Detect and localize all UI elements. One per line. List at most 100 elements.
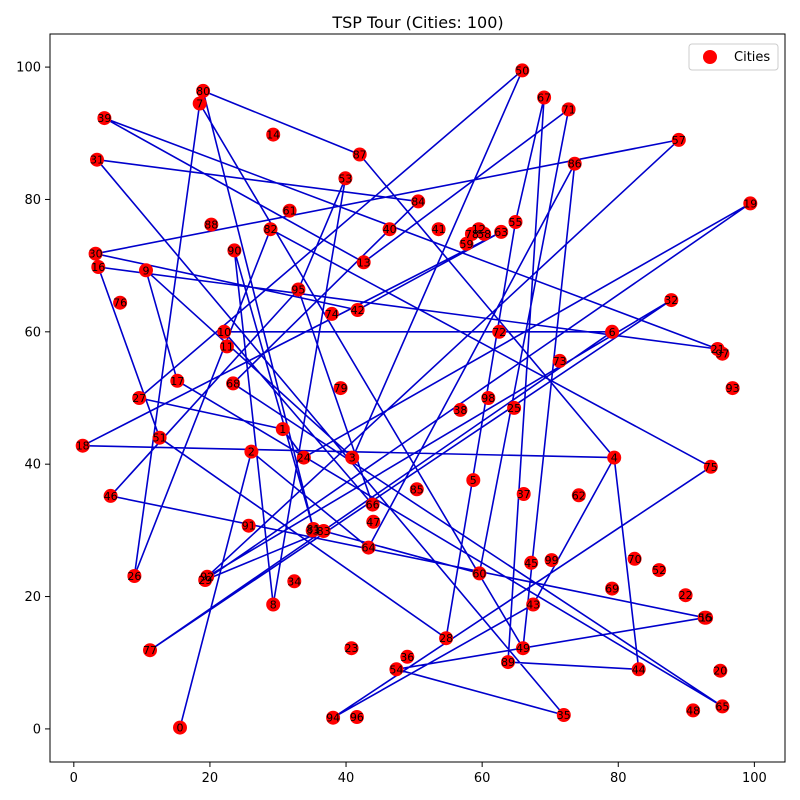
legend: Cities [688, 43, 779, 71]
city-label: 14 [266, 129, 280, 142]
city-label: 72 [492, 326, 506, 339]
city-point [345, 450, 360, 465]
city-label: 85 [410, 483, 424, 496]
city-label: 69 [605, 583, 619, 596]
city-label: 41 [432, 223, 446, 236]
y-tick-label: 100 [16, 61, 41, 76]
city-label: 64 [362, 542, 376, 555]
city-point [365, 497, 380, 512]
city-label: 28 [439, 632, 453, 645]
city-label: 50 [515, 64, 529, 77]
city-label: 70 [628, 553, 642, 566]
city-label: 42 [351, 304, 365, 317]
city-point [515, 63, 530, 78]
city-point [244, 444, 259, 459]
city-point [266, 597, 281, 612]
city-point [291, 282, 306, 297]
city-point [282, 203, 297, 218]
city-label: 86 [568, 158, 582, 171]
city-label: 18 [76, 440, 90, 453]
city-point [389, 662, 404, 677]
legend-label-cities: Cities [734, 50, 770, 65]
y-tick-label: 40 [24, 458, 41, 473]
city-label: 75 [704, 461, 718, 474]
city-label: 52 [652, 564, 666, 577]
city-label: 53 [338, 172, 352, 185]
city-label: 67 [537, 92, 551, 105]
city-point [366, 514, 381, 529]
city-point [671, 132, 686, 147]
city-point [411, 194, 426, 209]
city-point [477, 226, 492, 241]
city-label: 47 [366, 516, 380, 529]
city-label: 57 [672, 134, 686, 147]
city-point [226, 376, 241, 391]
city-label: 83 [317, 525, 331, 538]
city-label: 88 [204, 219, 218, 232]
x-tick-label: 40 [338, 771, 355, 786]
city-label: 61 [283, 205, 297, 218]
city-label: 92 [200, 571, 214, 584]
city-label: 46 [104, 490, 118, 503]
y-tick-label: 80 [24, 193, 41, 208]
city-label: 87 [353, 149, 367, 162]
city-point [466, 473, 481, 488]
city-point [607, 450, 622, 465]
city-point [631, 662, 646, 677]
city-point [494, 224, 509, 239]
city-point [326, 710, 341, 725]
city-label: 33 [306, 524, 320, 537]
city-label: 98 [481, 392, 495, 405]
city-point [516, 641, 530, 656]
city-label: 11 [220, 340, 234, 353]
city-point [196, 83, 211, 98]
y-axis: 0 20 40 60 80 100 [16, 61, 50, 737]
city-label: 19 [743, 197, 757, 210]
city-point [686, 703, 701, 718]
city-point [227, 243, 242, 258]
city-label: 38 [453, 404, 467, 417]
city-point [605, 324, 620, 339]
city-point [139, 263, 153, 278]
city-point [561, 102, 576, 117]
city-label: 6 [609, 326, 616, 339]
city-label: 36 [400, 651, 414, 664]
city-label: 5 [470, 474, 477, 487]
city-point [127, 569, 142, 583]
city-point [400, 649, 415, 664]
city-label: 9 [143, 264, 150, 277]
city-label: 80 [196, 85, 210, 98]
city-label: 84 [411, 195, 425, 208]
city-point [241, 518, 256, 533]
city-point [287, 574, 302, 589]
city-point [481, 391, 496, 405]
city-point [508, 215, 523, 229]
city-point [697, 610, 712, 625]
y-tick-label: 0 [33, 722, 41, 737]
city-point [219, 339, 234, 354]
city-point [605, 581, 620, 596]
city-point [333, 381, 348, 396]
city-point [678, 588, 693, 603]
city-label: 48 [686, 704, 700, 717]
city-label: 29 [198, 574, 212, 587]
city-point [472, 566, 487, 581]
plot-frame [49, 33, 786, 763]
city-point [439, 631, 454, 646]
city-point [350, 303, 365, 317]
x-tick-label: 60 [474, 771, 491, 786]
city-label: 99 [545, 554, 559, 567]
city-label: 25 [507, 402, 521, 415]
city-point [170, 373, 185, 388]
city-point [143, 643, 157, 658]
city-point [75, 438, 90, 453]
city-point [192, 96, 207, 111]
city-point [356, 255, 371, 270]
city-label: 22 [679, 589, 693, 602]
city-label: 16 [91, 261, 105, 274]
city-point [431, 222, 446, 237]
city-label: 93 [726, 382, 740, 395]
city-label: 37 [517, 488, 531, 501]
city-label: 62 [572, 489, 586, 502]
city-label: 40 [383, 223, 397, 236]
